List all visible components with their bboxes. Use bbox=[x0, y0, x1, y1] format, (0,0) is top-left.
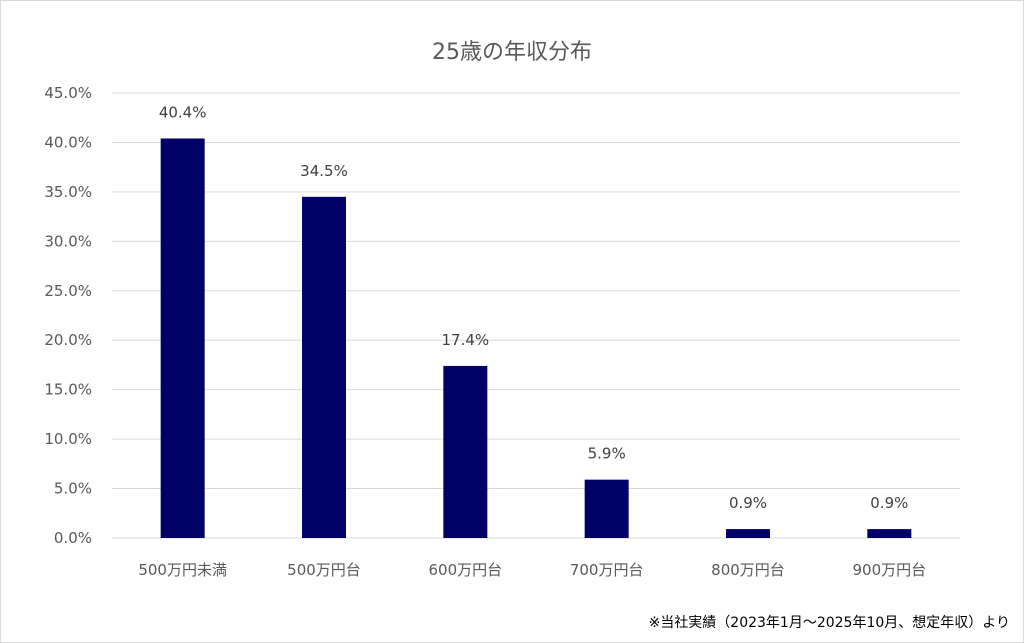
y-tick-label: 35.0% bbox=[44, 183, 92, 201]
category-label: 700万円台 bbox=[570, 561, 644, 579]
y-tick-label: 30.0% bbox=[44, 232, 92, 250]
bar bbox=[302, 196, 346, 539]
y-tick-label: 0.0% bbox=[54, 529, 92, 547]
bar bbox=[726, 529, 770, 538]
data-label: 0.9% bbox=[729, 494, 767, 512]
bars bbox=[160, 138, 912, 539]
x-axis-categories: 500万円未満 500万円台 600万円台 700万円台 800万円台 900万円台 bbox=[138, 561, 926, 579]
data-label: 40.4% bbox=[159, 103, 207, 121]
y-tick-label: 5.0% bbox=[54, 480, 92, 498]
data-label: 5.9% bbox=[588, 445, 626, 463]
data-label: 34.5% bbox=[300, 162, 348, 180]
bar bbox=[160, 138, 205, 538]
category-label: 800万円台 bbox=[711, 561, 785, 579]
data-label: 0.9% bbox=[870, 494, 908, 512]
y-tick-label: 10.0% bbox=[44, 430, 92, 448]
category-label: 900万円台 bbox=[853, 561, 927, 579]
data-label: 17.4% bbox=[442, 331, 490, 349]
footnote: ※当社実績（2023年1月～2025年10月、想定年収）より bbox=[648, 615, 1010, 631]
y-tick-label: 20.0% bbox=[44, 331, 92, 349]
bar bbox=[867, 529, 912, 538]
chart-title: 25歳の年収分布 bbox=[432, 40, 592, 65]
data-labels: 40.4% 34.5% 17.4% 5.9% 0.9% 0.9% bbox=[159, 103, 909, 512]
y-axis-ticks: 0.0% 5.0% 10.0% 15.0% 20.0% 25.0% 30.0% 35.0% 40… bbox=[44, 84, 92, 547]
gridlines bbox=[112, 92, 960, 539]
bar bbox=[443, 365, 488, 538]
category-label: 600万円台 bbox=[429, 561, 503, 579]
category-label: 500万円台 bbox=[287, 561, 361, 579]
y-tick-label: 40.0% bbox=[44, 133, 92, 151]
category-label: 500万円未満 bbox=[138, 561, 227, 579]
y-tick-label: 45.0% bbox=[44, 84, 92, 102]
bar bbox=[584, 479, 629, 538]
y-tick-label: 15.0% bbox=[44, 381, 92, 399]
y-tick-label: 25.0% bbox=[44, 282, 92, 300]
